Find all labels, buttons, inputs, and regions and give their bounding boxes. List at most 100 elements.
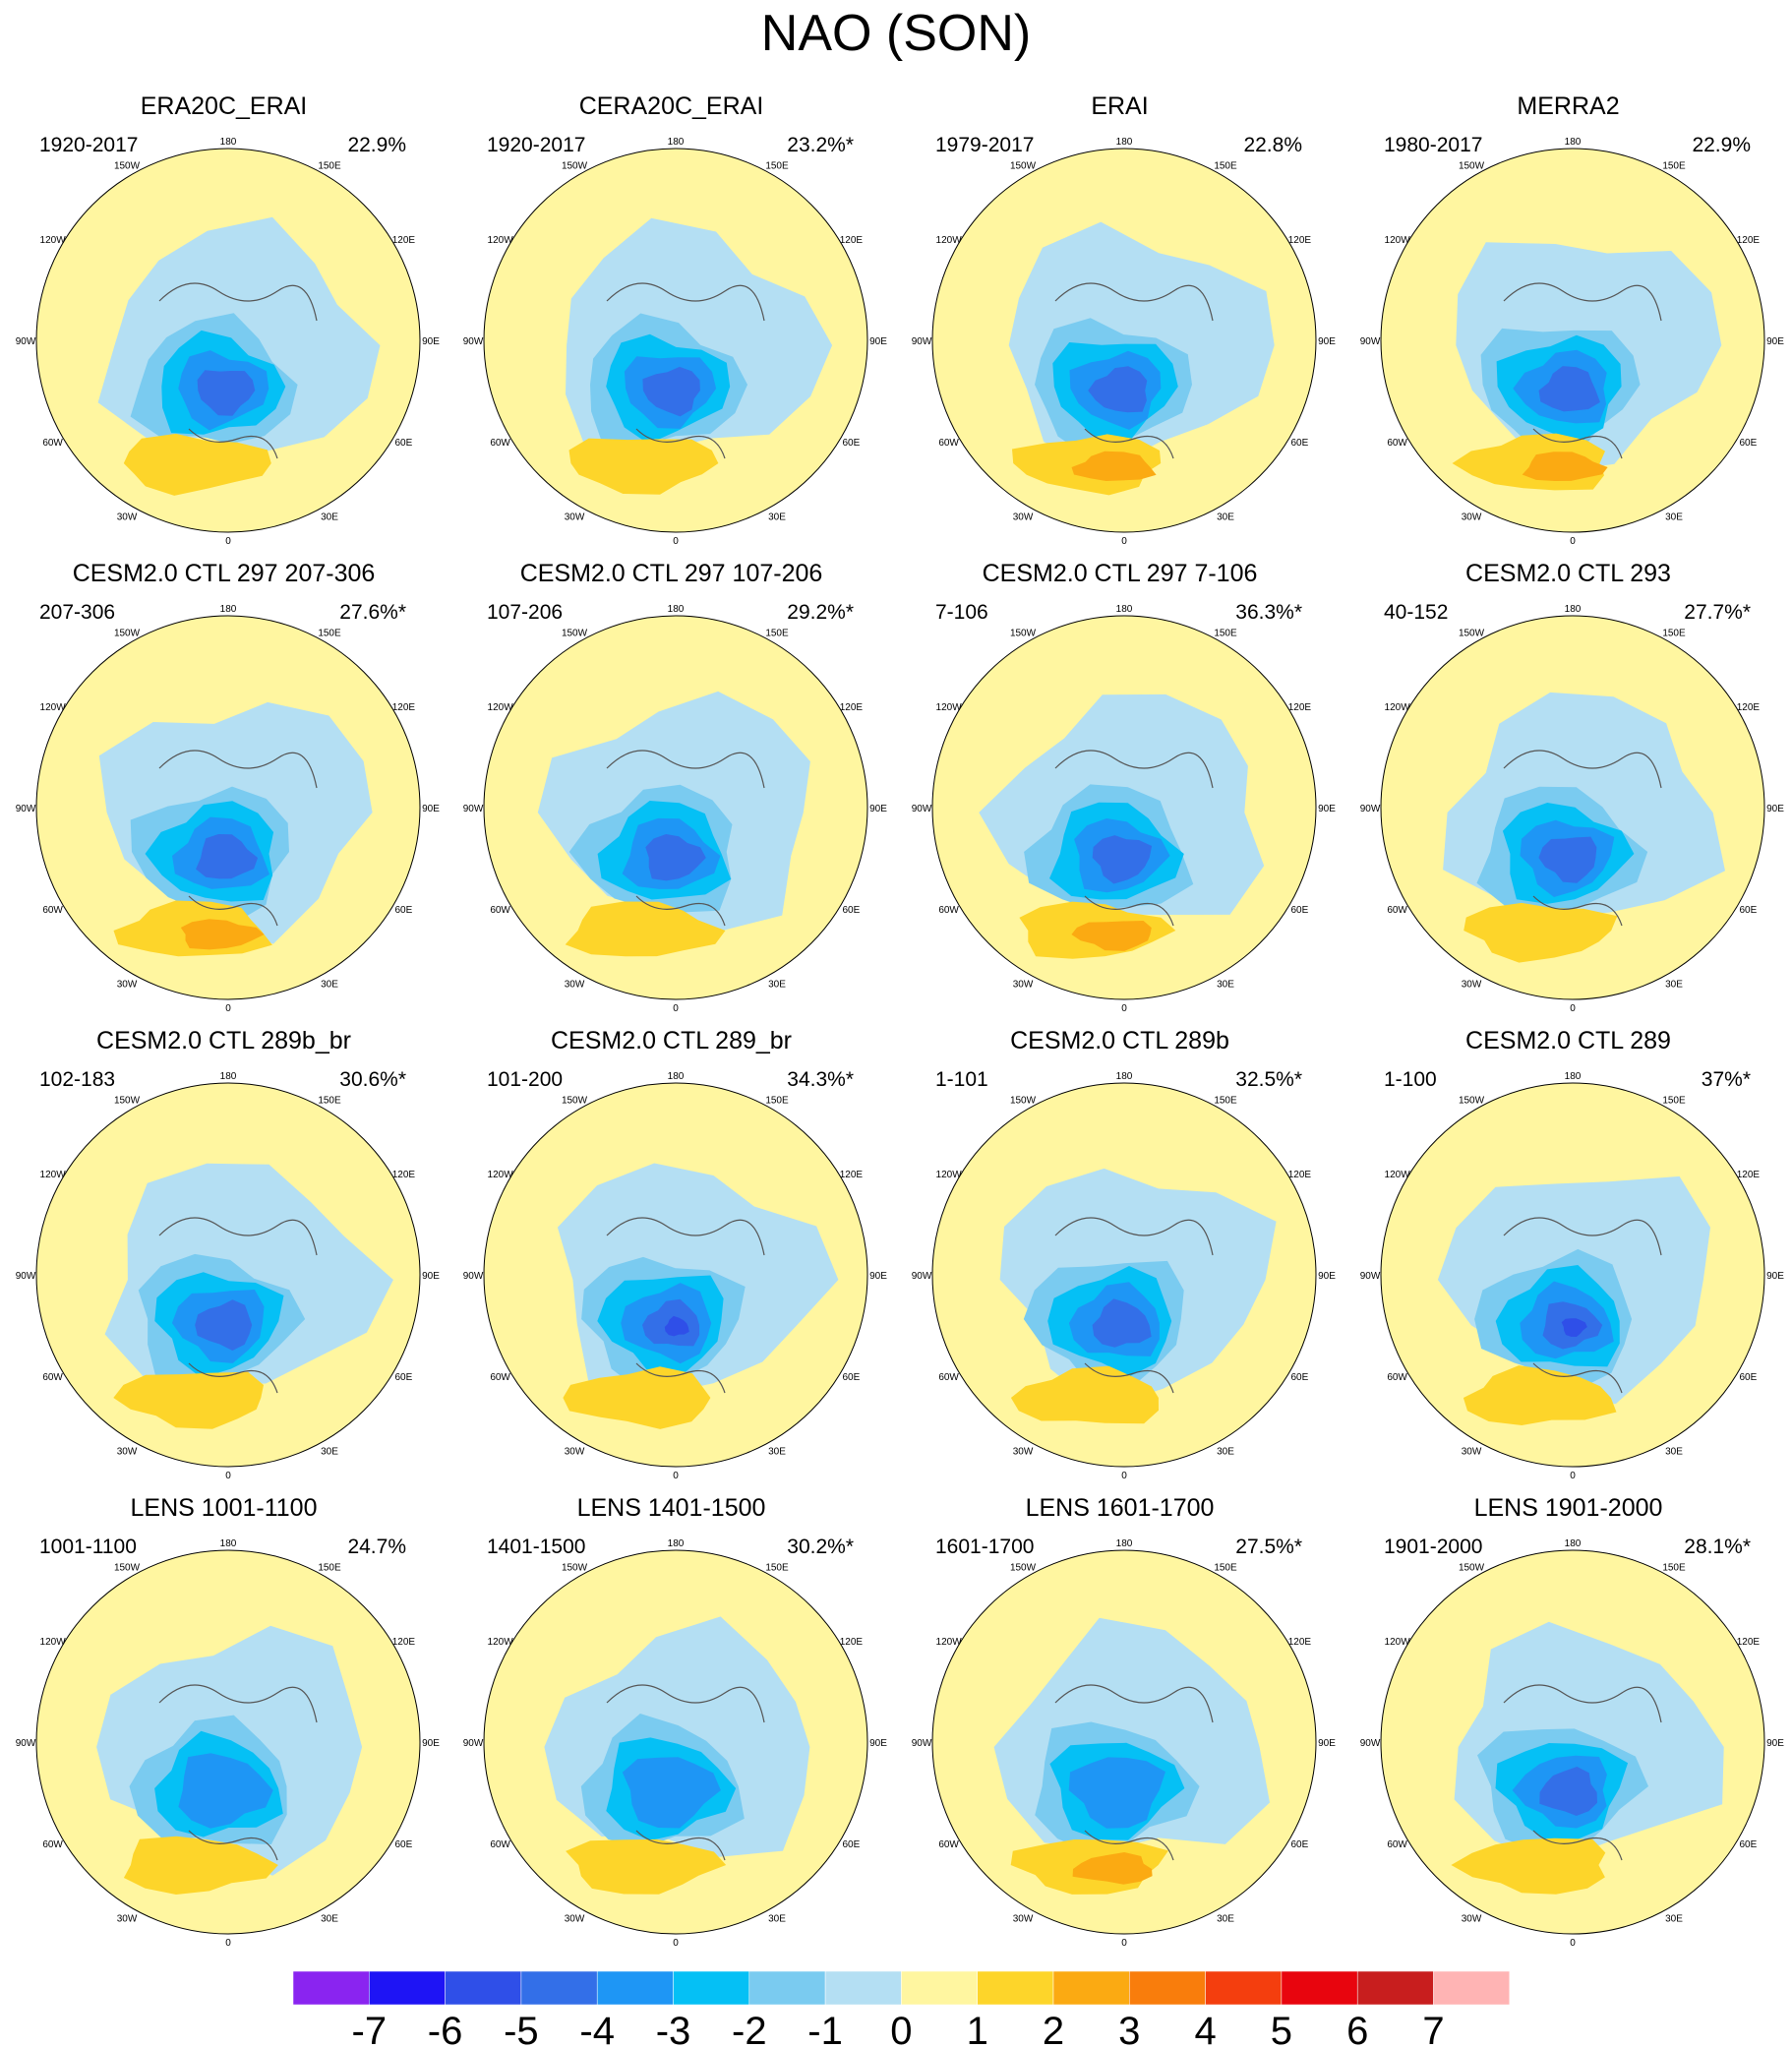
longitude-label: 30W [117,1446,138,1457]
longitude-label: 180 [668,1538,685,1549]
field-positive-center [113,1371,264,1429]
longitude-label: 120W [488,1637,514,1648]
longitude-label: 60W [42,1372,63,1383]
map-panel: CESM2.0 CTL 289_br 101-200 34.3%* 180 150E 12… [448,1021,895,1488]
longitude-label: 60W [42,1839,63,1850]
panel-title: ERAI [1091,92,1149,120]
longitude-label: 0 [1121,536,1127,547]
colorbar-swatch [596,1971,674,2006]
panel-title: CESM2.0 CTL 293 [1465,560,1671,587]
map-panel: ERA20C_ERAI 1920-2017 22.9% 180 150E 120E 90E 6… [0,87,448,554]
longitude-label: 0 [1570,536,1576,547]
map-boundary [1380,148,1765,533]
longitude-label: 90E [422,1271,440,1282]
longitude-label: 150E [318,1096,341,1107]
field-positive-center [1071,451,1157,481]
panel-variance: 23.2%* [787,134,854,156]
longitude-label: 90W [16,804,36,814]
longitude-label: 30E [768,1913,786,1924]
longitude-label: 180 [668,1071,685,1082]
panel-years: 1001-1100 [39,1536,137,1558]
longitude-label: 120W [40,702,67,713]
panel-variance: 36.3%* [1235,601,1302,624]
longitude-label: 60E [1291,438,1309,449]
field-positive-center [1522,452,1608,481]
map-boundary [483,1549,868,1935]
field-positive-center [1072,1852,1153,1885]
longitude-label: 120E [840,235,864,246]
longitude-label: 120W [40,1170,67,1180]
longitude-label: 60W [490,1839,510,1850]
longitude-label: 30W [1462,979,1482,990]
longitude-label: 60W [938,1372,959,1383]
longitude-label: 180 [1565,137,1582,148]
longitude-label: 90E [1318,336,1336,347]
longitude-label: 90W [16,1738,36,1749]
colorbar-tick-label: 3 [1118,2010,1140,2048]
longitude-label: 30E [1217,512,1234,522]
map-panel: CESM2.0 CTL 293 40-152 27.7%* 180 150E 120E 90… [1344,554,1792,1021]
longitude-label: 150E [1214,161,1237,172]
longitude-label: 60E [395,1839,413,1850]
map-panel: CESM2.0 CTL 289 1-100 37%* 180 150E 120E 90E 60… [1344,1021,1792,1488]
longitude-label: 60E [1291,1839,1309,1850]
longitude-label: 90W [463,1738,484,1749]
longitude-label: 60E [1291,905,1309,916]
longitude-label: 120E [840,702,864,713]
map-boundary [483,615,868,1000]
panel-years: 107-206 [487,601,564,624]
longitude-label: 150E [765,1096,789,1107]
longitude-label: 30W [565,979,585,990]
longitude-label: 120W [936,235,963,246]
field-negative-center [197,370,256,416]
longitude-label: 60W [490,438,510,449]
longitude-label: 60E [843,1839,861,1850]
panel-variance: 37%* [1701,1068,1751,1091]
longitude-label: 0 [1121,1938,1127,1949]
longitude-label: 0 [1570,1938,1576,1949]
panel-variance: 27.6%* [339,601,406,624]
longitude-label: 30E [1217,1446,1234,1457]
longitude-label: 90W [463,336,484,347]
field-negative-center [1092,835,1153,884]
longitude-label: 120E [840,1170,864,1180]
field-negative-center [1539,1767,1597,1816]
longitude-label: 30W [565,512,585,522]
colorbar-swatch [445,1971,522,2006]
longitude-label: 90E [1318,1738,1336,1749]
longitude-label: 180 [1116,1071,1133,1082]
longitude-label: 150W [562,629,588,639]
longitude-label: 150E [1662,629,1686,639]
longitude-label: 180 [220,1538,237,1549]
longitude-label: 30E [321,1446,338,1457]
longitude-label: 30W [1462,512,1482,522]
coastline [606,1684,765,1861]
longitude-label: 180 [668,137,685,148]
coastline [1503,1217,1662,1394]
longitude-label: 150W [114,629,141,639]
coastline [158,750,318,927]
longitude-label: 120E [1737,702,1761,713]
longitude-label: 120W [1385,235,1411,246]
colorbar-swatch [748,1971,826,2006]
coastline [606,1217,765,1394]
longitude-label: 60W [490,905,510,916]
panel-years: 1601-1700 [935,1536,1035,1558]
longitude-label: 60E [395,438,413,449]
polar-map: 180 150E 120E 90E 60E 30E 0 30W 60W 90W 120W 150W [912,604,1337,1014]
longitude-label: 150E [1214,1096,1237,1107]
colorbar-tick-label: -5 [504,2010,539,2048]
coastline [158,1684,318,1861]
panel-variance: 27.5%* [1235,1536,1302,1558]
coastline [158,282,318,459]
longitude-label: 90W [912,804,932,814]
map-panel: CERA20C_ERAI 1920-2017 23.2%* 180 150E 120E 90… [448,87,895,554]
map-panel: CESM2.0 CTL 297 7-106 7-106 36.3%* 180 150E 1… [896,554,1344,1021]
longitude-label: 90E [1766,1271,1784,1282]
longitude-label: 60E [1740,1839,1758,1850]
colorbar-swatch [293,1971,370,2006]
longitude-label: 30E [768,1446,786,1457]
field-positive-center [1451,1837,1606,1895]
longitude-label: 60W [490,1372,510,1383]
polar-map: 180 150E 120E 90E 60E 30E 0 30W 60W 90W 120W 150W [1360,604,1785,1014]
